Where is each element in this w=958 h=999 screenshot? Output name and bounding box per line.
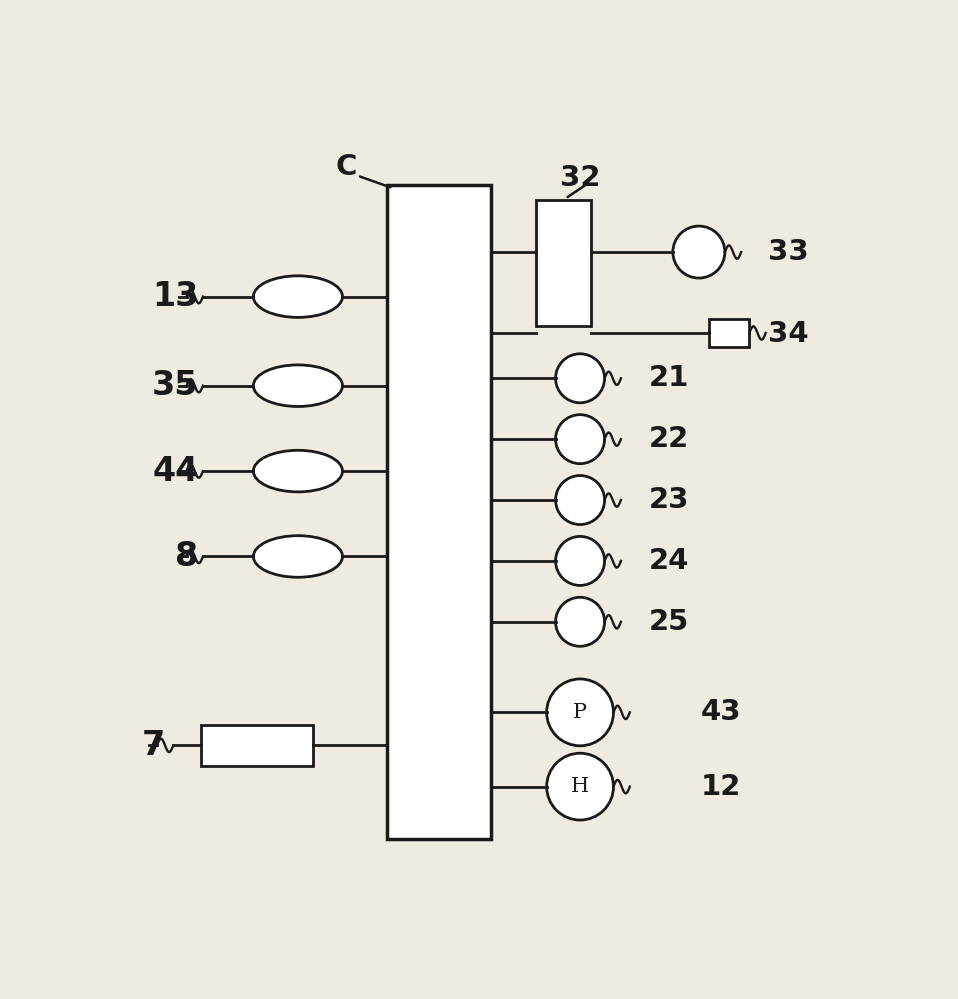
Circle shape bbox=[556, 536, 604, 585]
Text: 7: 7 bbox=[142, 729, 165, 762]
Circle shape bbox=[556, 597, 604, 646]
Text: 34: 34 bbox=[767, 320, 809, 348]
Text: 24: 24 bbox=[649, 546, 690, 574]
Text: 32: 32 bbox=[559, 164, 601, 192]
Text: 43: 43 bbox=[701, 698, 741, 726]
Text: 33: 33 bbox=[767, 238, 809, 266]
Text: 13: 13 bbox=[152, 280, 198, 313]
Text: C: C bbox=[335, 153, 357, 181]
Circle shape bbox=[673, 226, 725, 278]
Circle shape bbox=[556, 476, 604, 524]
Ellipse shape bbox=[253, 451, 343, 492]
Text: 22: 22 bbox=[649, 426, 690, 454]
Bar bbox=[387, 185, 490, 838]
Text: 21: 21 bbox=[649, 365, 690, 393]
Text: H: H bbox=[571, 777, 589, 796]
Text: 12: 12 bbox=[701, 772, 741, 800]
Circle shape bbox=[547, 679, 613, 746]
Text: 23: 23 bbox=[649, 487, 690, 514]
Circle shape bbox=[556, 415, 604, 464]
Ellipse shape bbox=[253, 535, 343, 577]
Text: P: P bbox=[573, 703, 587, 722]
Ellipse shape bbox=[253, 276, 343, 318]
Circle shape bbox=[556, 354, 604, 403]
Bar bbox=[536, 200, 591, 327]
Ellipse shape bbox=[253, 365, 343, 407]
Bar bbox=[709, 319, 749, 347]
Bar bbox=[201, 725, 312, 766]
Text: 44: 44 bbox=[152, 455, 198, 488]
Text: 25: 25 bbox=[649, 607, 690, 635]
Text: 8: 8 bbox=[175, 540, 198, 573]
Text: 35: 35 bbox=[152, 370, 198, 403]
Circle shape bbox=[547, 753, 613, 820]
